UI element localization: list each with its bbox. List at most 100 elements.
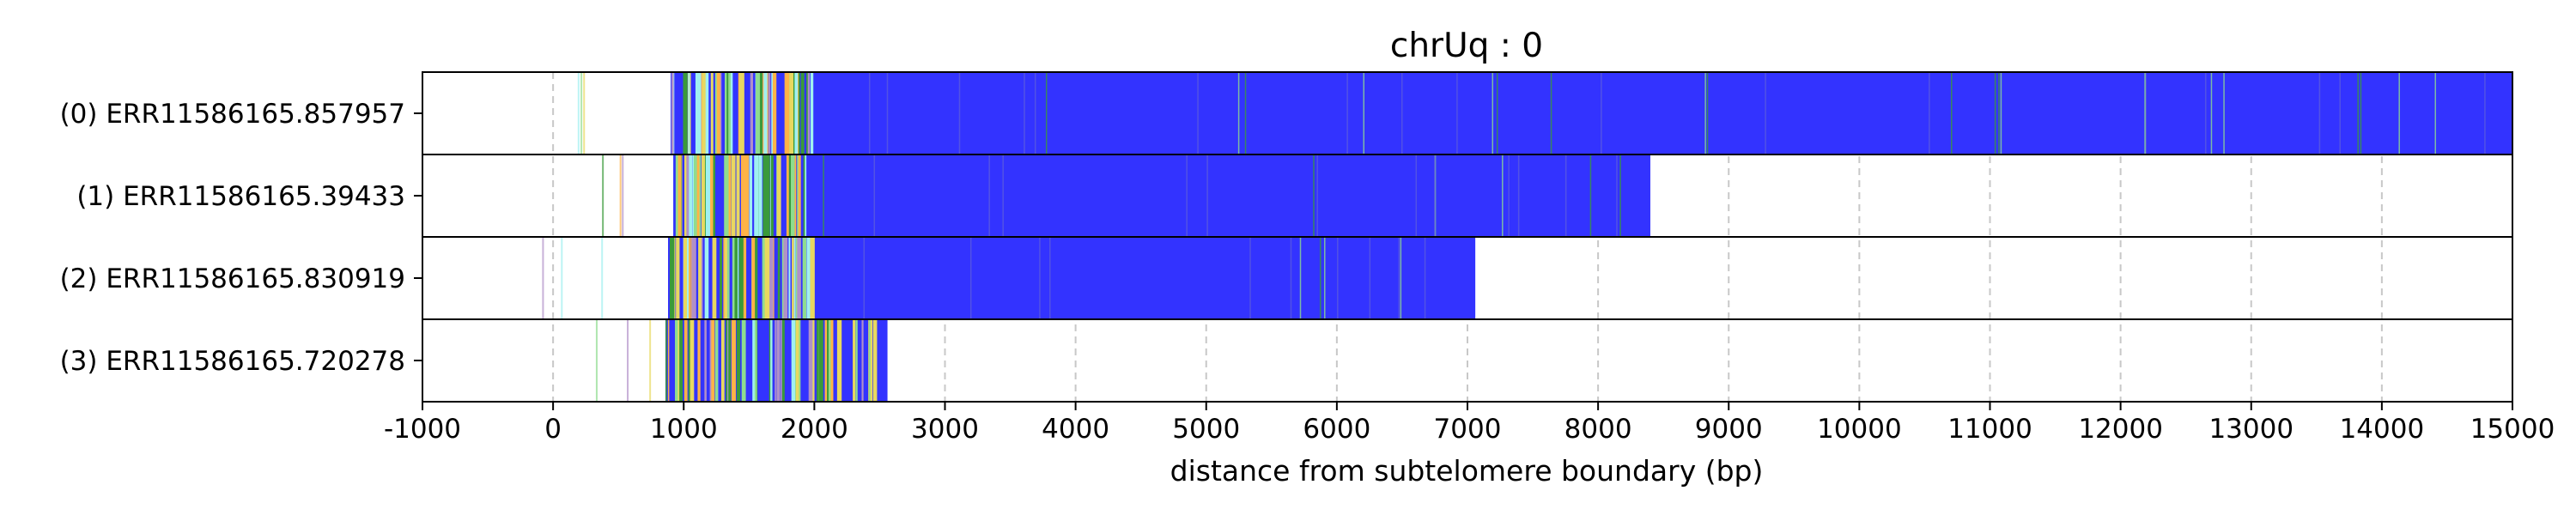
stripe-mark bbox=[829, 319, 831, 402]
stripe-mark bbox=[740, 72, 744, 154]
stripe-mark bbox=[764, 237, 770, 319]
stripe-mark bbox=[2145, 72, 2147, 154]
stripe-mark bbox=[732, 237, 736, 319]
stripe-mark bbox=[755, 237, 758, 319]
stripe-mark bbox=[806, 237, 811, 319]
stripe-mark bbox=[2144, 72, 2146, 154]
stripe-mark bbox=[1415, 154, 1418, 237]
stripe-mark bbox=[753, 319, 757, 402]
stripe-mark bbox=[693, 154, 697, 237]
stripe-mark bbox=[595, 319, 598, 402]
stripe-mark bbox=[1024, 72, 1025, 154]
stripe-mark bbox=[688, 154, 693, 237]
stripe-mark bbox=[829, 319, 834, 402]
stripe-mark bbox=[705, 154, 711, 237]
stripe-mark bbox=[786, 154, 791, 237]
stripe-mark bbox=[744, 154, 750, 237]
stripe-mark bbox=[1002, 154, 1004, 237]
stripe-mark bbox=[758, 72, 762, 154]
stripe-mark bbox=[726, 72, 729, 154]
stripe-mark bbox=[716, 72, 720, 154]
stripe-mark bbox=[710, 72, 714, 154]
read-label: (1) ERR11586165.39433 bbox=[76, 181, 405, 212]
stripe-mark bbox=[818, 319, 823, 402]
stripe-mark bbox=[734, 237, 738, 319]
stripe-mark bbox=[713, 154, 716, 237]
stripe-mark bbox=[792, 72, 797, 154]
stripe-mark bbox=[1951, 72, 1953, 154]
stripe-mark bbox=[1994, 72, 1996, 154]
stripe-mark bbox=[671, 72, 674, 154]
stripe-mark bbox=[739, 72, 742, 154]
chart-title: chrUq : 0 bbox=[1390, 27, 1543, 65]
stripe-mark bbox=[687, 237, 691, 319]
stripe-mark bbox=[709, 154, 714, 237]
x-tick-label: 9000 bbox=[1695, 414, 1763, 445]
stripe-mark bbox=[1324, 237, 1326, 319]
stripe-mark bbox=[810, 72, 814, 154]
stripe-mark bbox=[788, 154, 792, 237]
stripe-mark bbox=[1316, 154, 1318, 237]
stripe-mark bbox=[695, 154, 701, 237]
stripe-mark bbox=[762, 154, 766, 237]
stripe-mark bbox=[872, 319, 878, 402]
stripe-mark bbox=[676, 237, 680, 319]
stripe-mark bbox=[2000, 72, 2002, 154]
stripe-mark bbox=[776, 154, 781, 237]
stripe-mark bbox=[1706, 72, 1709, 154]
stripe-mark bbox=[802, 237, 807, 319]
stripe-mark bbox=[1492, 72, 1494, 154]
stripe-mark bbox=[1346, 72, 1348, 154]
stripe-mark bbox=[1290, 237, 1292, 319]
x-tick-label: 11000 bbox=[1947, 414, 2032, 445]
stripe-mark bbox=[836, 319, 842, 402]
stripe-mark bbox=[2484, 72, 2486, 154]
stripe-mark bbox=[619, 154, 622, 237]
stripe-mark bbox=[697, 72, 702, 154]
stripe-mark bbox=[2204, 72, 2207, 154]
stripe-mark bbox=[798, 154, 801, 237]
stripe-mark bbox=[797, 319, 801, 402]
stripe-mark bbox=[1601, 72, 1602, 154]
stripe-mark bbox=[677, 154, 682, 237]
x-tick-label: 13000 bbox=[2208, 414, 2293, 445]
stripe-mark bbox=[1398, 237, 1400, 319]
stripe-mark bbox=[683, 319, 688, 402]
stripe-mark bbox=[2434, 72, 2437, 154]
stripe-mark bbox=[756, 72, 760, 154]
stripe-mark bbox=[827, 319, 829, 402]
stripe-mark bbox=[817, 319, 819, 402]
stripe-mark bbox=[811, 319, 813, 402]
stripe-mark bbox=[772, 72, 777, 154]
stripe-mark bbox=[678, 319, 683, 402]
stripe-mark bbox=[577, 72, 580, 154]
stripe-mark bbox=[695, 72, 700, 154]
x-tick-label: 10000 bbox=[1817, 414, 1902, 445]
stripe-mark bbox=[785, 72, 788, 154]
stripe-mark bbox=[691, 237, 696, 319]
stripe-mark bbox=[700, 237, 703, 319]
stripe-mark bbox=[727, 237, 730, 319]
stripe-mark bbox=[720, 72, 722, 154]
stripe-mark bbox=[542, 237, 544, 319]
stripe-mark bbox=[824, 319, 829, 402]
stripe-mark bbox=[726, 319, 732, 402]
stripe-mark bbox=[757, 154, 762, 237]
stripe-mark bbox=[1424, 237, 1426, 319]
stripe-mark bbox=[806, 72, 810, 154]
x-axis-label: distance from subtelomere boundary (bp) bbox=[1170, 454, 1764, 488]
stripe-mark bbox=[781, 319, 782, 402]
stripe-mark bbox=[1400, 72, 1403, 154]
stripe-mark bbox=[988, 154, 990, 237]
stripe-mark bbox=[1589, 154, 1592, 237]
stripe-mark bbox=[810, 237, 815, 319]
stripe-mark bbox=[1039, 237, 1041, 319]
stripe-mark bbox=[958, 72, 961, 154]
stripe-mark bbox=[724, 237, 728, 319]
stripe-mark bbox=[583, 72, 586, 154]
stripe-mark bbox=[783, 237, 788, 319]
stripe-mark bbox=[686, 154, 690, 237]
stripe-mark bbox=[2210, 72, 2213, 154]
stripe-mark bbox=[788, 237, 791, 319]
x-tick-label: 8000 bbox=[1564, 414, 1632, 445]
